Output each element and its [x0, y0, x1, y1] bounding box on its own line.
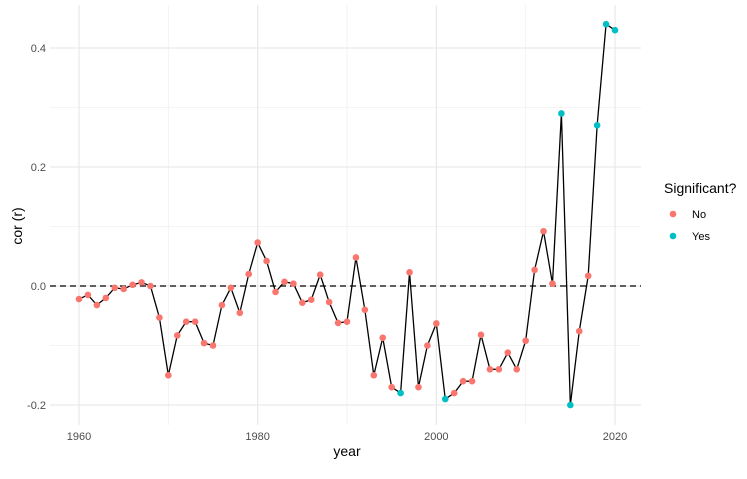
data-point	[200, 339, 208, 347]
data-point-significant	[397, 389, 404, 397]
data-point	[575, 327, 583, 335]
data-point	[406, 269, 413, 276]
data-point	[486, 366, 494, 373]
data-point	[325, 298, 333, 306]
data-point	[352, 254, 360, 261]
data-point	[263, 257, 270, 265]
data-point	[316, 271, 324, 278]
data-point	[370, 371, 378, 379]
data-point	[75, 295, 83, 303]
points	[75, 20, 619, 409]
data-point	[433, 320, 440, 327]
data-point	[477, 331, 485, 339]
data-point	[111, 284, 119, 292]
data-point	[379, 334, 387, 342]
data-point	[120, 285, 127, 293]
x-axis-label: year	[333, 443, 361, 459]
data-point	[307, 296, 315, 303]
data-point	[531, 266, 538, 274]
data-point	[191, 318, 199, 326]
legend-key-yes	[669, 232, 677, 240]
data-point	[522, 337, 529, 345]
y-axis-label: cor (r)	[9, 207, 25, 244]
data-point	[165, 371, 172, 379]
data-point	[459, 377, 467, 385]
data-point	[236, 309, 244, 317]
data-point-significant	[567, 401, 574, 409]
x-tick-label: 1960	[67, 431, 91, 443]
legend-label-yes: Yes	[692, 231, 710, 243]
data-point	[290, 280, 297, 287]
legend: Significant? No Yes	[664, 180, 737, 243]
data-point	[173, 332, 181, 339]
data-point	[129, 281, 136, 289]
data-point	[549, 280, 556, 287]
data-point	[584, 272, 592, 280]
legend-label-no: No	[692, 209, 706, 221]
data-point	[147, 282, 154, 290]
data-point	[334, 319, 342, 327]
data-point	[281, 278, 288, 286]
data-point	[156, 314, 163, 321]
data-point	[254, 239, 261, 246]
data-point	[513, 366, 521, 373]
data-point	[84, 291, 92, 299]
legend-title: Significant?	[664, 180, 737, 196]
data-point	[227, 284, 235, 292]
x-tick-label: 2000	[424, 431, 448, 443]
data-point-significant	[441, 395, 449, 403]
data-point	[504, 349, 512, 356]
data-point	[272, 288, 279, 296]
data-point	[415, 383, 422, 391]
data-point	[343, 318, 351, 326]
data-point	[209, 342, 217, 349]
y-tick-label: 0.2	[31, 162, 46, 174]
data-point	[93, 301, 101, 309]
data-point	[182, 318, 190, 326]
data-point-significant	[558, 110, 565, 117]
data-point	[468, 377, 476, 385]
data-point	[540, 227, 547, 235]
data-point	[495, 366, 503, 373]
y-tick-label: 0.0	[31, 281, 46, 293]
y-tick-label: -0.2	[27, 400, 46, 412]
data-point	[388, 383, 395, 391]
data-point-significant	[593, 122, 601, 129]
data-point-significant	[602, 20, 610, 28]
data-point	[299, 299, 306, 306]
x-tick-label: 1980	[245, 431, 269, 443]
grid	[50, 5, 641, 425]
x-tick-label: 2020	[603, 431, 627, 443]
data-point	[138, 279, 145, 286]
data-point	[424, 342, 431, 349]
data-point	[245, 270, 253, 278]
y-tick-labels: -0.2 0.0 0.2 0.4	[27, 43, 46, 412]
legend-key-no	[669, 210, 677, 218]
data-point	[450, 389, 458, 397]
x-tick-labels: 1960 1980 2000 2020	[67, 431, 627, 443]
data-point	[102, 294, 110, 302]
data-point	[361, 306, 369, 314]
data-point	[218, 301, 226, 309]
y-tick-label: 0.4	[31, 43, 46, 55]
data-point-significant	[611, 26, 619, 34]
